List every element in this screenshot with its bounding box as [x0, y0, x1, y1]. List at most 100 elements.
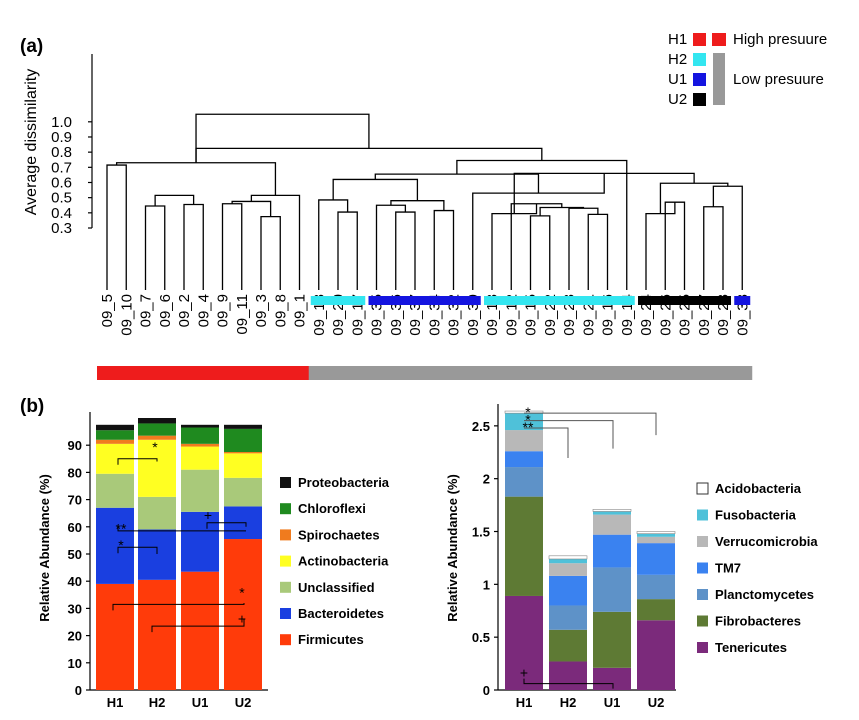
dendrogram-ylabel: Average dissimilarity: [23, 69, 40, 215]
legend-label-bacteroidetes: Bacteroidetes: [298, 606, 384, 621]
dendrogram-merge: [375, 204, 407, 290]
bar-segment-fibrobacteres: [549, 629, 587, 662]
legend-h2-label: H2: [668, 51, 687, 68]
bar-chart-major-phyla: Relative Abundance (%) 0 10 20 30 40 50 60 70 80…: [37, 412, 390, 710]
dendrogram-merge: [318, 199, 349, 290]
dendrogram-merge: [332, 178, 419, 201]
legend-low-pressure-swatch: [713, 53, 725, 105]
bar-segment-verrucomicrobia: [505, 430, 543, 452]
bar-segment-bacteroidetes: [181, 511, 219, 572]
bar-segment-unclassified: [96, 473, 134, 508]
dendrogram-group-bars: [97, 296, 753, 380]
bar-segment-acidobacteria: [636, 531, 676, 534]
dendrogram-leaf-label: 09_11: [234, 294, 251, 335]
dendrogram-group-bar: [368, 296, 481, 305]
bar-segment-verrucomicrobia: [637, 536, 675, 544]
bar-segment-unclassified: [224, 477, 262, 507]
bar-ytick-label: 1.5: [472, 525, 490, 540]
bar-category-label: U1: [192, 695, 209, 710]
legend-label-fibrobacteres: Fibrobacteres: [715, 614, 801, 629]
dendrogram-ytick-label: 0.7: [51, 159, 72, 176]
legend-label-tm7: TM7: [715, 561, 741, 576]
dendrogram-merge: [645, 202, 676, 290]
significance-bracket: [112, 602, 245, 611]
dendrogram-merge: [529, 215, 551, 290]
dendrogram-merge: [433, 209, 455, 290]
legend-swatch-proteobacteria: [280, 477, 291, 488]
legend-swatch-firmicutes: [280, 634, 291, 646]
legend-swatch-tenericutes: [697, 642, 708, 653]
bar-category-label: U1: [604, 695, 621, 710]
bar-segment-tm7: [505, 451, 543, 468]
bar-ytick-label: 10: [68, 656, 82, 671]
bar-chart-minor-phyla: Relative Abundance (%) 0 0.5 1 1.5 2 2.5 H1 H2 U…: [445, 404, 818, 710]
bar-ytick-label: 80: [68, 465, 82, 480]
dendrogram-ytick-label: 0.6: [51, 174, 72, 191]
bar-segment-actinobacteria: [224, 453, 262, 478]
bar-category-label: H1: [107, 695, 124, 710]
legend-swatch-unclassified: [280, 581, 291, 593]
significance-bracket: [151, 619, 245, 633]
dendrogram-merge: [115, 162, 277, 196]
legend-label-unclassified: Unclassified: [298, 580, 375, 595]
legend-high-pressure-label: High presuure: [733, 31, 827, 48]
dendrogram-merge: [144, 205, 166, 290]
bar-segment-verrucomicrobia: [549, 563, 587, 576]
bar-segment-fibrobacteres: [593, 611, 631, 668]
bar-segment-tm7: [637, 543, 675, 575]
bar-segment-chloroflexi: [224, 428, 262, 452]
dendrogram-merge: [195, 113, 370, 163]
significance-bracket: [117, 458, 158, 465]
legend-label-verrucomicrobia: Verrucomicrobia: [715, 534, 818, 549]
legend-u1-swatch: [693, 73, 706, 86]
bar-segment-firmicutes: [96, 583, 134, 690]
dendrogram-merge: [260, 215, 281, 290]
legend-label-actinobacteria: Actinobacteria: [298, 554, 389, 569]
legend-label-acidobacteria: Acidobacteria: [715, 481, 802, 496]
bar1-ylabel: Relative Abundance (%): [37, 474, 52, 622]
dendrogram-pressure-bar: [97, 366, 310, 380]
significance-marker: *: [525, 404, 531, 420]
bar-ytick-label: 0: [483, 683, 490, 698]
bar-category-label: U2: [648, 695, 665, 710]
bar-segment-chloroflexi: [138, 423, 176, 436]
bar-segment-proteobacteria: [138, 418, 176, 424]
bar-segment-firmicutes: [138, 579, 176, 690]
dendrogram-merge: [587, 213, 609, 290]
group-legend: H1 H2 U1 U2 High presuure Low presuure: [668, 31, 827, 108]
significance-bracket: [523, 678, 614, 689]
bar-segment-tm7: [593, 534, 631, 568]
legend-low-pressure-label: Low presuure: [733, 71, 824, 88]
legend-u2-label: U2: [668, 91, 687, 108]
significance-marker: +: [520, 665, 528, 681]
legend-swatch-acidobacteria: [696, 482, 709, 495]
dendrogram-ytick-label: 0.3: [51, 220, 72, 237]
significance-bracket: [524, 420, 614, 449]
legend-label-spirochaetes: Spirochaetes: [298, 527, 380, 542]
dendrogram-merge: [510, 203, 563, 290]
bar-category-label: U2: [235, 695, 252, 710]
dendrogram-merge: [664, 201, 686, 290]
dendrogram-merge: [154, 194, 195, 207]
legend-label-chloroflexi: Chloroflexi: [298, 501, 366, 516]
dendrogram-leaf-label: 09_9: [215, 294, 232, 327]
bar-category-label: H1: [516, 695, 533, 710]
bar-segment-tm7: [549, 575, 587, 606]
bar-segment-spirochaetes: [138, 435, 176, 440]
bar-segment-tenericutes: [637, 620, 675, 690]
legend-high-pressure-swatch: [712, 33, 726, 46]
bar-category-label: H2: [149, 695, 166, 710]
dendrogram-leaf-label: 09_6: [157, 294, 174, 327]
bar-segment-planctomycetes: [593, 567, 631, 612]
significance-bracket: [117, 546, 158, 554]
dendrogram-ytick-label: 0.5: [51, 190, 72, 207]
dendrogram-merge: [491, 203, 538, 290]
dendrogram-ytick-label: 1.0: [51, 114, 72, 131]
dendrogram-ytick-label: 0.4: [51, 205, 72, 222]
significance-marker: *: [152, 439, 158, 455]
bar-segment-proteobacteria: [96, 424, 134, 431]
bar-segment-firmicutes: [224, 539, 262, 690]
bar-segment-fibrobacteres: [637, 599, 675, 621]
legend-swatch-verrucomicrobia: [697, 536, 708, 547]
bar-segment-verrucomicrobia: [593, 514, 631, 535]
